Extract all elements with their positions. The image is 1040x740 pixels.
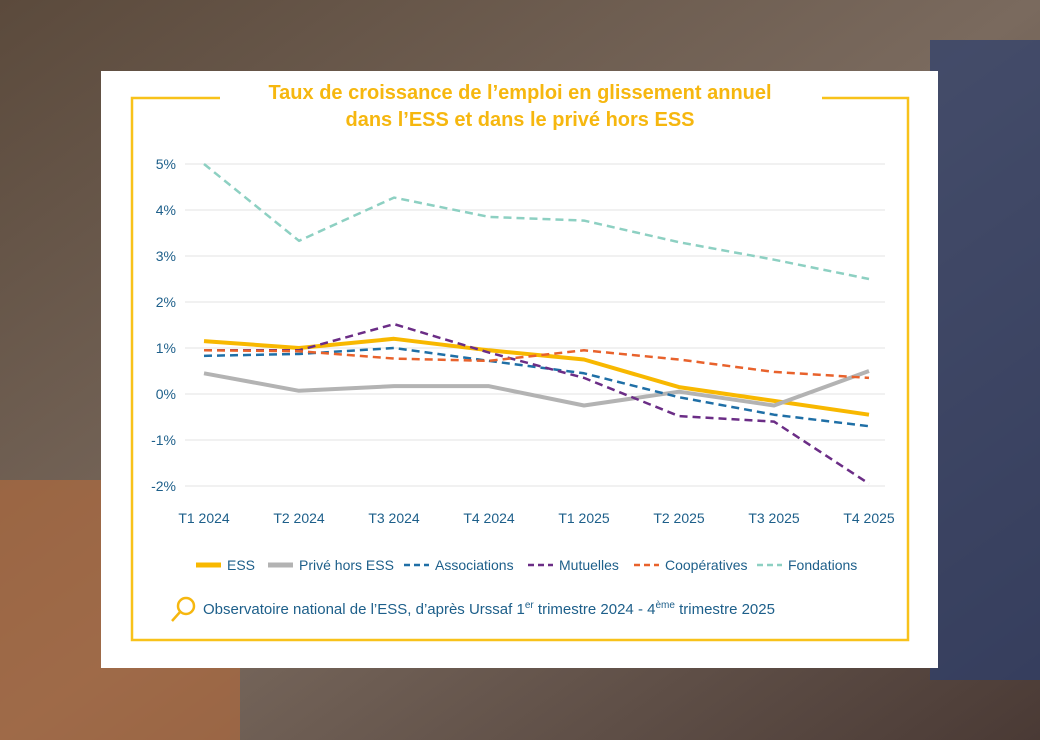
legend-label: Mutuelles [559,557,619,573]
source: Observatoire national de l’ESS, d’après … [203,600,775,618]
y-tick-label: 4% [156,202,176,218]
source-text: trimestre 2024 - 4 [534,601,656,618]
x-tick-label: T2 2025 [653,510,705,526]
x-tick-label: T1 2024 [178,510,230,526]
source-sup: er [525,600,535,611]
series-line [203,349,870,380]
y-tick-label: 1% [156,340,176,356]
legend-label: ESS [227,557,255,573]
chart-title: dans l’ESS et dans le privé hors ESS [345,109,694,131]
background-shape [930,40,1040,680]
card [101,71,938,668]
x-tick-label: T2 2024 [273,510,325,526]
frame [130,96,910,642]
y-tick-label: 3% [156,248,176,264]
x-tick-label: T4 2025 [843,510,895,526]
chart-title: Taux de croissance de l’emploi en glisse… [268,82,771,104]
source-text: Observatoire national de l’ESS, d’après … [203,601,525,618]
x-tick-label: T1 2025 [558,510,610,526]
series-line [203,163,870,281]
legend-label: Fondations [788,557,857,573]
legend-label: Coopératives [665,557,748,573]
legend-label: Associations [435,557,514,573]
source-sup: ème [655,600,675,611]
y-tick-label: 0% [156,386,176,402]
source-icon [171,596,196,622]
y-tick-label: -1% [151,432,176,448]
x-tick-label: T3 2024 [368,510,420,526]
legend-label: Privé hors ESS [299,557,394,573]
x-tick-label: T4 2024 [463,510,515,526]
source-text: trimestre 2025 [675,601,775,618]
y-tick-label: 5% [156,156,176,172]
y-tick-label: -2% [151,478,176,494]
y-tick-label: 2% [156,294,176,310]
series-line [204,322,870,485]
series-line [203,369,870,408]
x-tick-label: T3 2025 [748,510,800,526]
